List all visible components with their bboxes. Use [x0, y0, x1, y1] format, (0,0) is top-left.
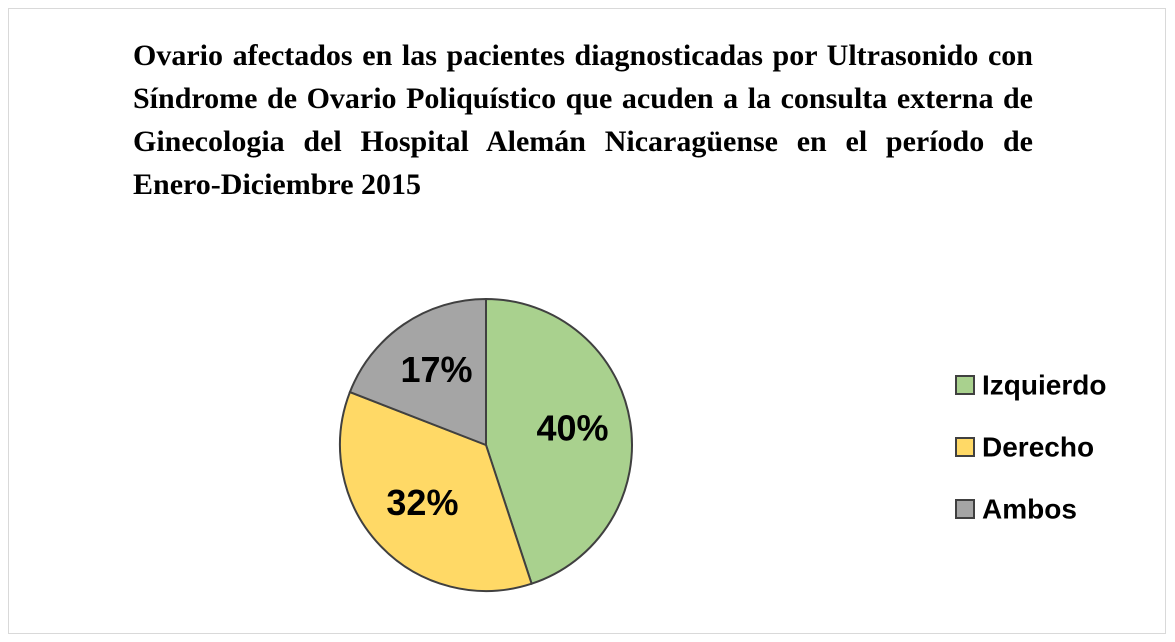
data-label: 40%	[536, 408, 608, 449]
chart-frame	[8, 8, 1166, 634]
legend-label: Ambos	[982, 493, 1077, 524]
pie-slice	[485, 297, 633, 585]
pie-slice	[339, 390, 533, 592]
legend-label: Derecho	[982, 431, 1094, 462]
legend-swatch	[955, 375, 975, 395]
legend-swatch	[955, 499, 975, 519]
data-label: 17%	[401, 349, 473, 390]
data-label: 32%	[386, 482, 458, 523]
legend-label: Izquierdo	[982, 369, 1106, 400]
chart-title: Ovario afectados en las pacientes diagno…	[133, 39, 1033, 201]
pie-slice	[348, 297, 487, 447]
legend-swatch	[955, 437, 975, 457]
